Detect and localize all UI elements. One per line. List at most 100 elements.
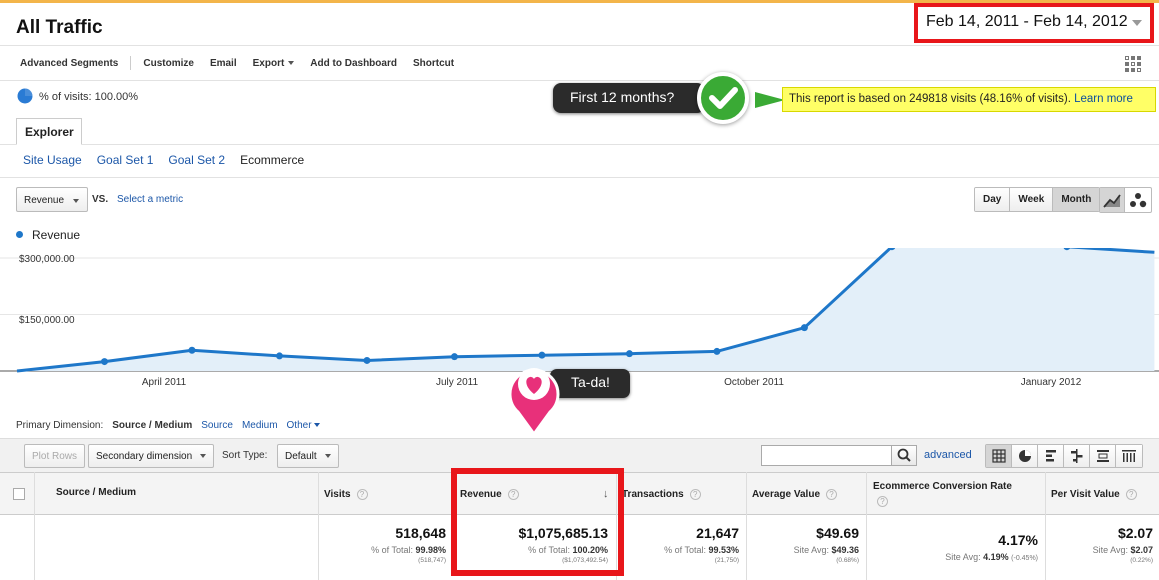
table-view-toggle <box>985 444 1143 468</box>
sampling-notice: This report is based on 249818 visits (4… <box>782 87 1156 112</box>
pivot-view-button[interactable] <box>1116 445 1142 467</box>
tada-bubble: Ta-da! <box>550 369 630 398</box>
column-header-source-medium[interactable]: Source / Medium <box>56 487 137 498</box>
dimension-other[interactable]: Other <box>287 420 320 431</box>
data-point[interactable] <box>100 358 108 366</box>
help-icon[interactable]: ? <box>507 489 519 500</box>
chevron-down-icon <box>324 454 331 459</box>
bubble-chart-icon <box>1130 193 1147 208</box>
column-header-average-value[interactable]: Average Value? <box>752 489 838 500</box>
total-base: ($1,073,492.54) <box>562 557 608 564</box>
motion-chart-button[interactable] <box>1125 188 1151 212</box>
help-icon[interactable]: ? <box>877 496 888 507</box>
dimension-source[interactable]: Source <box>201 420 233 431</box>
table-search-input[interactable] <box>761 445 892 466</box>
line-chart-button[interactable] <box>1100 188 1125 212</box>
data-point[interactable] <box>363 356 371 364</box>
arrow-icon <box>755 92 785 108</box>
secondary-dimension-select[interactable]: Secondary dimension <box>88 444 215 468</box>
tab-explorer[interactable]: Explorer <box>16 118 82 145</box>
column-divider <box>616 472 617 580</box>
check-badge <box>697 72 749 124</box>
column-header-label: Visits <box>324 489 351 501</box>
bar-list-icon <box>1046 450 1056 462</box>
comparison-icon <box>1071 449 1083 463</box>
chevron-down-icon <box>200 454 207 459</box>
performance-view-button[interactable] <box>1038 445 1064 467</box>
period-toggle: Day Week Month <box>974 187 1101 212</box>
data-point[interactable] <box>800 324 808 332</box>
email-button[interactable]: Email <box>209 57 237 69</box>
divider <box>0 80 1159 81</box>
select-metric-link[interactable]: Select a metric <box>117 194 184 205</box>
data-point[interactable] <box>625 350 633 358</box>
dimension-source-medium[interactable]: Source / Medium <box>112 420 193 431</box>
help-icon[interactable]: ? <box>689 489 701 500</box>
period-month-button[interactable]: Month <box>1053 188 1100 211</box>
legend-label: Revenue <box>32 228 81 242</box>
data-point[interactable] <box>1063 248 1071 251</box>
segment-percent: % of visits: 100.00% <box>39 91 139 103</box>
dimension-other-label: Other <box>286 420 312 431</box>
column-header-visits[interactable]: Visits? <box>324 489 368 500</box>
checkmark-icon <box>709 87 738 109</box>
primary-dimension-label: Primary Dimension: <box>16 420 104 431</box>
revenue-line <box>16 248 1155 373</box>
top-accent-bar <box>0 0 1159 3</box>
column-header-conversion-rate[interactable]: Ecommerce Conversion Rate? <box>873 481 1012 507</box>
shortcut-button[interactable]: Shortcut <box>412 57 455 69</box>
sort-arrow-icon: ↓ <box>603 488 609 500</box>
total-revenue: $1,075,685.13 % of Total: 100.20% ($1,07… <box>518 525 608 564</box>
select-all-checkbox[interactable] <box>13 488 25 500</box>
pie-view-button[interactable] <box>1012 445 1038 467</box>
column-header-transactions[interactable]: Transactions? <box>622 489 701 500</box>
column-header-per-visit-value[interactable]: Per Visit Value? <box>1051 489 1137 500</box>
data-point[interactable] <box>450 353 458 361</box>
table-view-button[interactable] <box>986 445 1012 467</box>
metric-select[interactable]: Revenue <box>16 187 88 212</box>
data-point[interactable] <box>538 351 546 359</box>
help-icon[interactable]: ? <box>1125 489 1137 500</box>
subtab-ecommerce[interactable]: Ecommerce <box>240 153 305 167</box>
explorer-subtabs: Site Usage Goal Set 1 Goal Set 2 Ecommer… <box>23 153 304 167</box>
customize-button[interactable]: Customize <box>143 57 194 69</box>
data-point[interactable] <box>713 347 721 355</box>
sort-type-select[interactable]: Default <box>277 444 339 468</box>
revenue-highlight-box <box>451 468 624 576</box>
subtab-goal-set-2[interactable]: Goal Set 2 <box>168 153 226 167</box>
search-button[interactable] <box>891 445 917 466</box>
sort-type-label: Sort Type: <box>222 450 268 461</box>
advanced-filter-link[interactable]: advanced <box>924 449 972 461</box>
total-average-value: $49.69 Site Avg: $49.36 (0.68%) <box>794 525 859 564</box>
column-header-revenue[interactable]: Revenue? ↓ <box>460 488 609 500</box>
dimension-medium[interactable]: Medium <box>241 420 278 431</box>
advanced-segments-button[interactable]: Advanced Segments <box>20 57 119 69</box>
column-divider <box>746 472 747 580</box>
secondary-dimension-label: Secondary dimension <box>96 451 193 462</box>
data-point[interactable] <box>188 346 196 354</box>
term-cloud-view-button[interactable] <box>1090 445 1116 467</box>
grid-icon[interactable] <box>1124 55 1142 73</box>
period-day-button[interactable]: Day <box>975 188 1011 211</box>
add-to-dashboard-button[interactable]: Add to Dashboard <box>310 57 397 69</box>
subtab-site-usage[interactable]: Site Usage <box>23 153 82 167</box>
learn-more-link[interactable]: Learn more <box>1074 93 1133 105</box>
revenue-area <box>17 248 1155 371</box>
export-button[interactable]: Export <box>245 58 303 69</box>
date-range-picker[interactable]: Feb 14, 2011 - Feb 14, 2012 <box>914 3 1154 43</box>
heart-pin-icon <box>508 368 560 436</box>
page-title: All Traffic <box>16 17 103 38</box>
subtab-goal-set-1[interactable]: Goal Set 1 <box>96 153 154 167</box>
data-point[interactable] <box>888 248 896 251</box>
column-header-label: Ecommerce Conversion Rate <box>873 481 1012 492</box>
help-icon[interactable]: ? <box>826 489 838 500</box>
chevron-down-icon <box>313 423 320 428</box>
period-week-button[interactable]: Week <box>1010 188 1054 211</box>
comparison-view-button[interactable] <box>1064 445 1090 467</box>
plot-rows-button[interactable]: Plot Rows <box>24 444 86 468</box>
primary-dimension-bar: Primary Dimension: Source / Medium Sourc… <box>16 420 320 431</box>
chevron-down-icon <box>1132 20 1142 26</box>
column-divider <box>866 472 867 580</box>
data-point[interactable] <box>275 352 283 360</box>
help-icon[interactable]: ? <box>356 489 368 500</box>
